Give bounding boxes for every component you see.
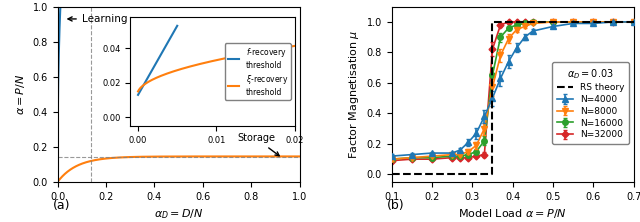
RS theory xyxy=(388,173,396,176)
X-axis label: Model Load $\alpha = P/N$: Model Load $\alpha = P/N$ xyxy=(458,207,567,220)
RS theory xyxy=(488,21,496,23)
Text: (b): (b) xyxy=(387,199,404,212)
Text: Learning: Learning xyxy=(68,14,127,24)
RS theory xyxy=(488,173,496,176)
Y-axis label: $\alpha = P/N$: $\alpha = P/N$ xyxy=(14,74,27,115)
Line: RS theory: RS theory xyxy=(392,22,634,174)
X-axis label: $\alpha_D = D/N$: $\alpha_D = D/N$ xyxy=(154,207,204,221)
Text: (a): (a) xyxy=(52,199,70,212)
Y-axis label: Factor Magnetisation $\mu$: Factor Magnetisation $\mu$ xyxy=(347,30,361,159)
RS theory xyxy=(630,21,637,23)
Legend: RS theory, N=4000, N=8000, N=16000, N=32000: RS theory, N=4000, N=8000, N=16000, N=32… xyxy=(552,62,629,144)
Text: Storage: Storage xyxy=(237,133,279,156)
